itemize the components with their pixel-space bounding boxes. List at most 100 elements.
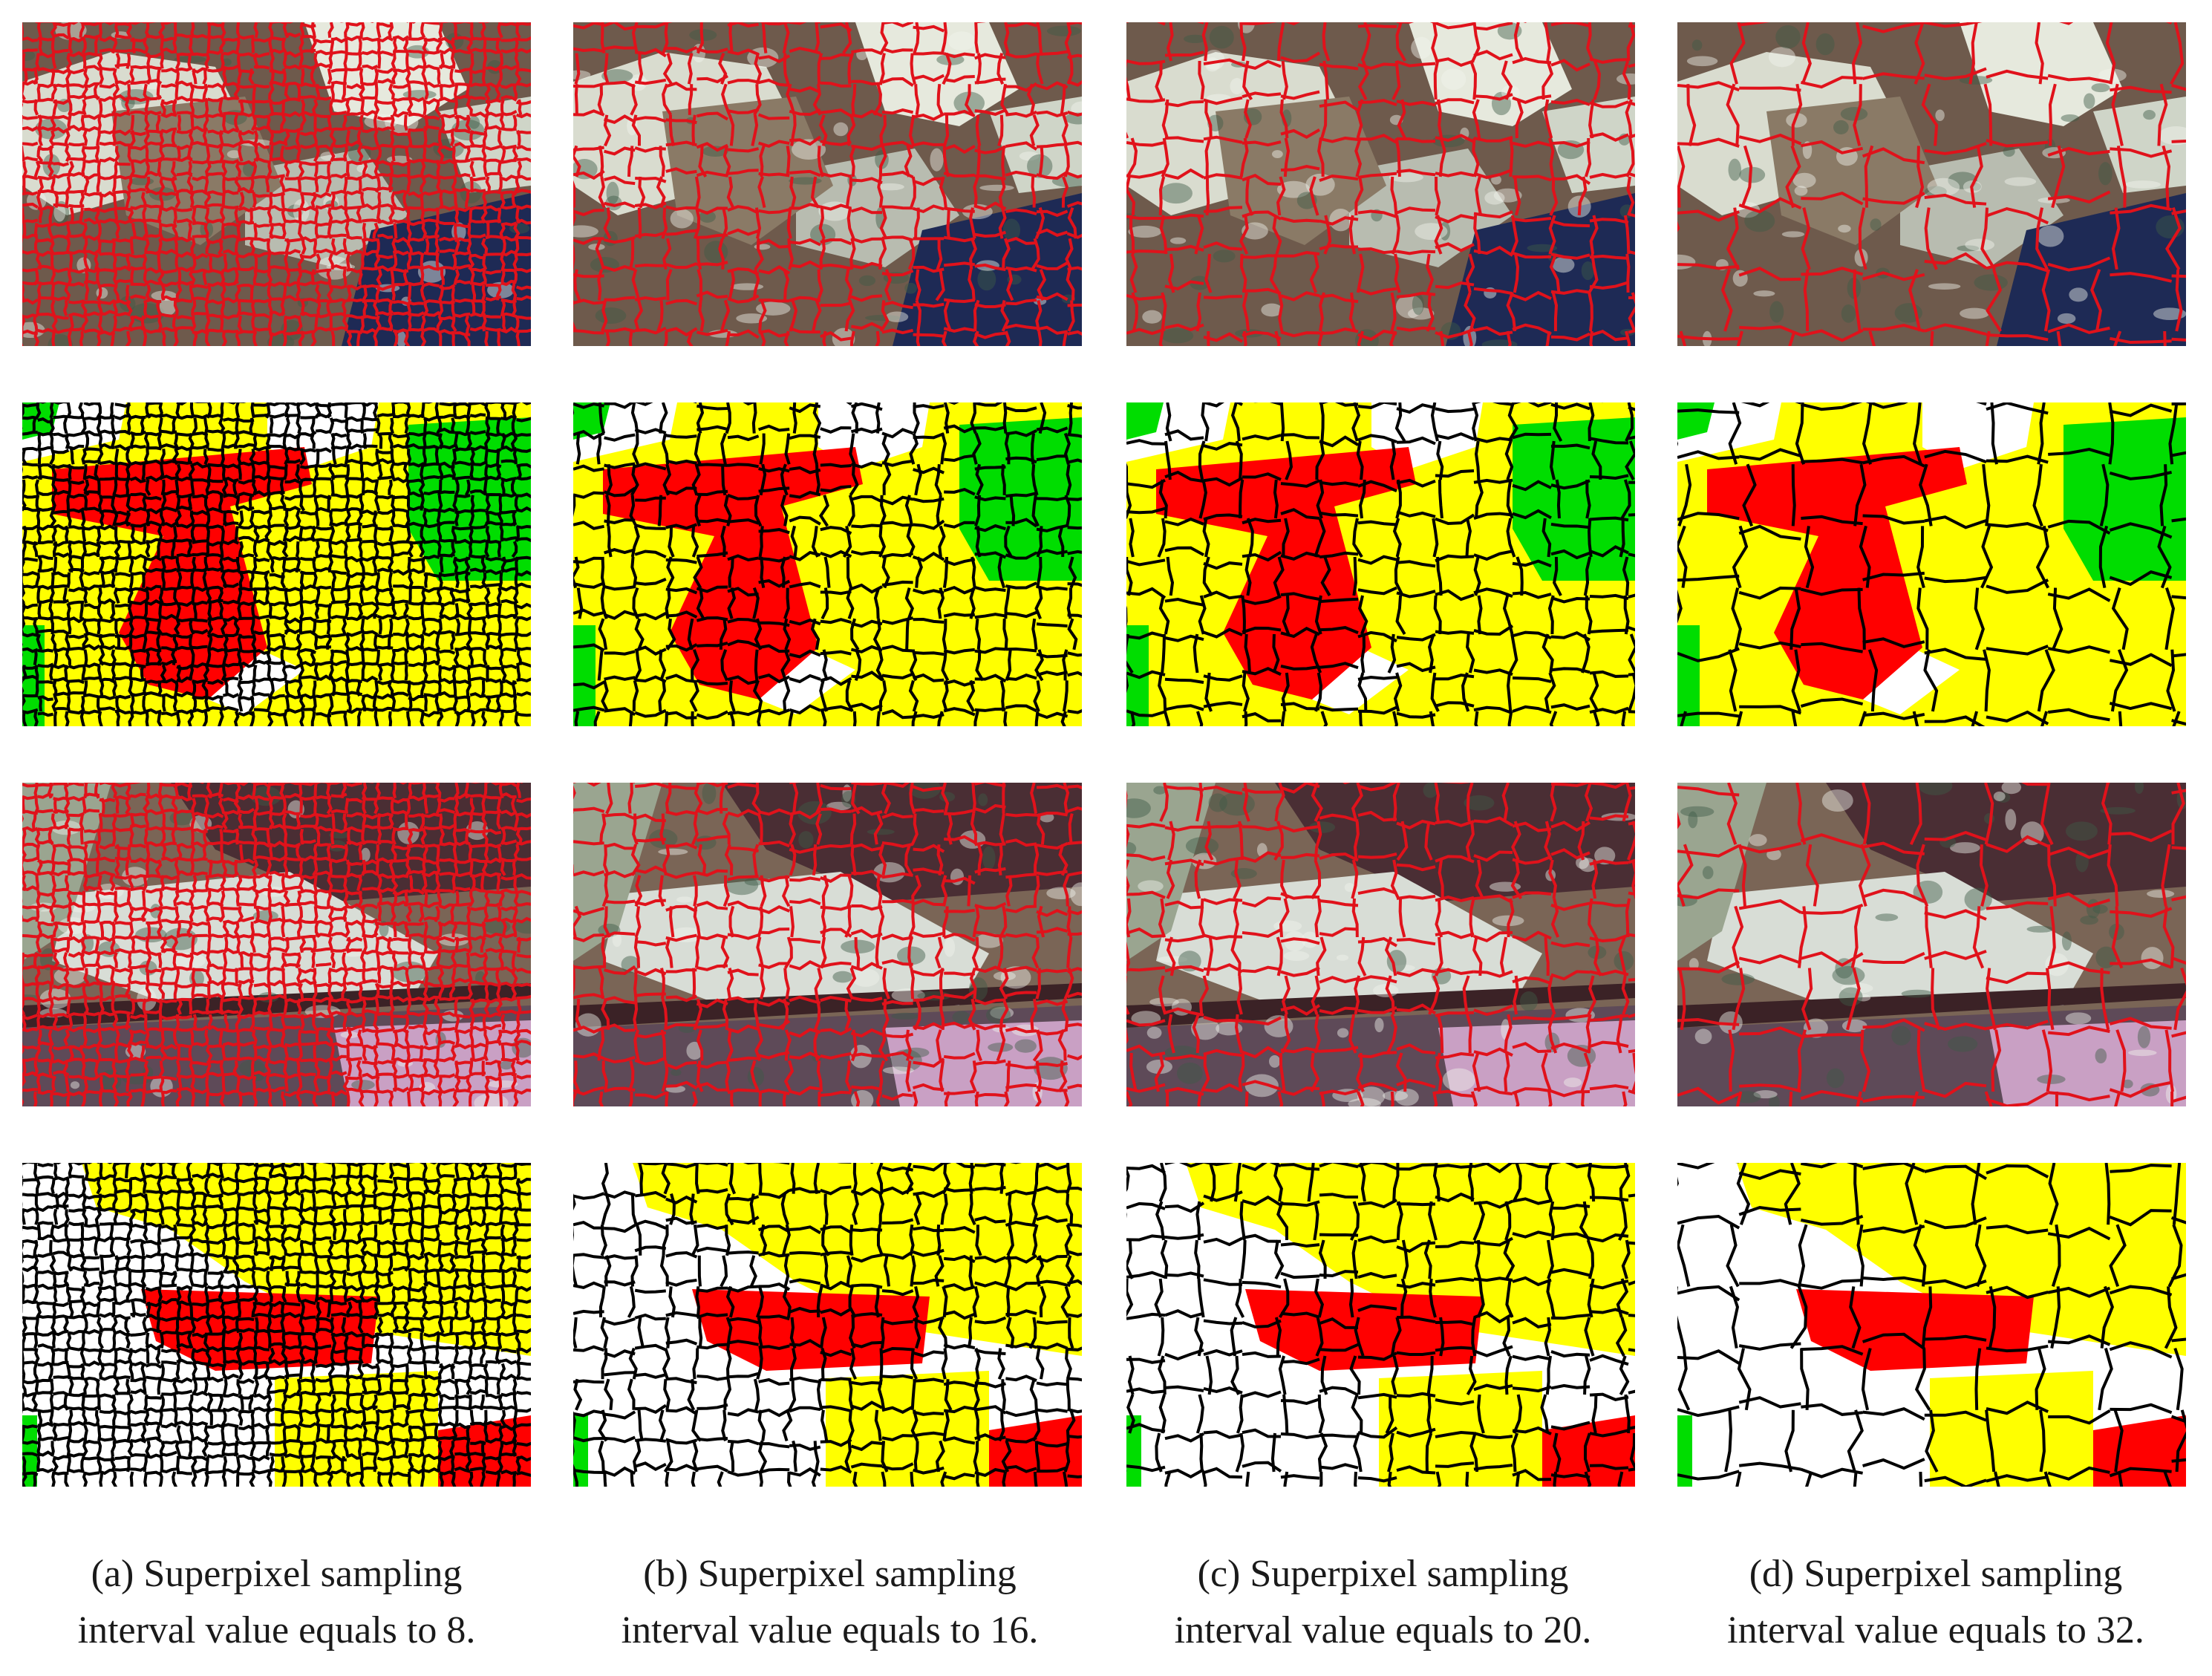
superpixel-edge [485, 49, 502, 54]
superpixel-edge [904, 587, 915, 619]
superpixel-edge [500, 253, 506, 270]
superpixel-edge [1164, 429, 1204, 441]
superpixel-edge [219, 315, 224, 332]
superpixel-edge [1126, 478, 1166, 489]
superpixel-edge [789, 674, 821, 684]
superpixel-edge [1036, 110, 1069, 118]
superpixel-edge [1791, 711, 1798, 726]
image-texture [2004, 177, 2037, 186]
superpixel-edge [300, 599, 316, 604]
superpixel-edge [847, 53, 855, 85]
superpixel-edge [728, 680, 736, 712]
superpixel-edge [284, 188, 301, 193]
superpixel-edge [423, 692, 440, 698]
superpixel-edge [130, 38, 146, 42]
image-texture [1407, 307, 1435, 320]
superpixel-edge [1971, 711, 1979, 726]
superpixel-edge [849, 238, 856, 270]
superpixel-edge [284, 567, 301, 573]
image-texture [1781, 231, 1805, 238]
superpixel-edge [284, 238, 301, 243]
superpixel-edge [83, 125, 100, 132]
superpixel-edge [1986, 454, 2049, 464]
image-texture [1128, 225, 1162, 238]
superpixel-edge [468, 541, 473, 558]
superpixel-edge [1161, 292, 1167, 332]
image-texture [904, 282, 918, 294]
superpixel-edge [469, 509, 486, 514]
superpixel-edge [1473, 168, 1513, 180]
superpixel-edge [408, 844, 425, 849]
superpixel-edge [1550, 443, 1591, 450]
superpixel-edge [99, 509, 116, 514]
superpixel-edge [299, 48, 316, 54]
superpixel-edge [402, 192, 408, 209]
superpixel-edge [2035, 22, 2044, 85]
superpixel-edge [686, 330, 694, 346]
superpixel-edge [142, 572, 146, 588]
superpixel-edge [99, 477, 116, 481]
superpixel-edge [22, 79, 39, 86]
superpixel-edge [665, 269, 673, 301]
superpixel-edge [1625, 440, 1635, 480]
superpixel-edge [171, 130, 177, 147]
superpixel-edge [176, 66, 193, 72]
superpixel-edge [1036, 209, 1069, 218]
superpixel-edge [516, 712, 531, 717]
superpixel-edge [299, 477, 316, 483]
superpixel-edge [453, 649, 460, 666]
superpixel-edge [1986, 710, 2049, 725]
superpixel-edge [1550, 479, 1591, 490]
superpixel-edge [160, 601, 177, 607]
superpixel-edge [496, 813, 502, 830]
superpixel-edge [53, 809, 69, 814]
superpixel-edge [574, 53, 581, 85]
superpixel-edge [820, 676, 852, 686]
superpixel-edge [634, 78, 667, 85]
superpixel-edge [603, 610, 636, 620]
superpixel-edge [22, 448, 27, 466]
superpixel-edge [485, 314, 501, 319]
superpixel-edge [1801, 22, 1812, 85]
superpixel-edge [481, 618, 487, 635]
superpixel-edge [146, 459, 163, 466]
superpixel-edge [81, 665, 86, 681]
superpixel-edge [754, 53, 762, 85]
superpixel-edge [1589, 254, 1629, 260]
superpixel-edge [849, 330, 855, 346]
superpixel-edge [1801, 457, 1863, 465]
superpixel-edge [146, 79, 163, 85]
superpixel-edge [330, 660, 348, 667]
superpixel-edge [146, 284, 151, 301]
superpixel-edge [1036, 584, 1068, 591]
superpixel-edge [2110, 653, 2173, 668]
superpixel-edge [1435, 630, 1475, 635]
superpixel-edge [97, 602, 103, 620]
image-texture [129, 177, 154, 186]
superpixel-edge [1319, 626, 1359, 634]
superpixel-edge [1158, 595, 1170, 635]
superpixel-edge [296, 83, 301, 100]
image-texture [22, 322, 45, 339]
superpixel-edge [1512, 402, 1552, 408]
superpixel-edge [1435, 407, 1475, 414]
image-texture [1411, 36, 1432, 59]
superpixel-edge [376, 68, 394, 74]
superpixel-edge [269, 444, 286, 449]
superpixel-edge [913, 74, 945, 82]
superpixel-edge [974, 331, 1006, 339]
superpixel-edge [1280, 702, 1320, 711]
superpixel-edge [820, 330, 852, 342]
superpixel-edge [282, 844, 288, 861]
superpixel-edge [238, 524, 255, 529]
superpixel-edge [68, 845, 85, 850]
superpixel-edge [1005, 456, 1037, 464]
superpixel-edge [516, 812, 531, 818]
superpixel-edge [253, 313, 270, 319]
superpixel-edge [454, 223, 471, 229]
image-texture [53, 967, 86, 985]
superpixel-edge [975, 649, 985, 682]
superpixel-edge [516, 463, 531, 469]
superpixel-edge [727, 48, 760, 56]
image-texture [1753, 290, 1775, 297]
